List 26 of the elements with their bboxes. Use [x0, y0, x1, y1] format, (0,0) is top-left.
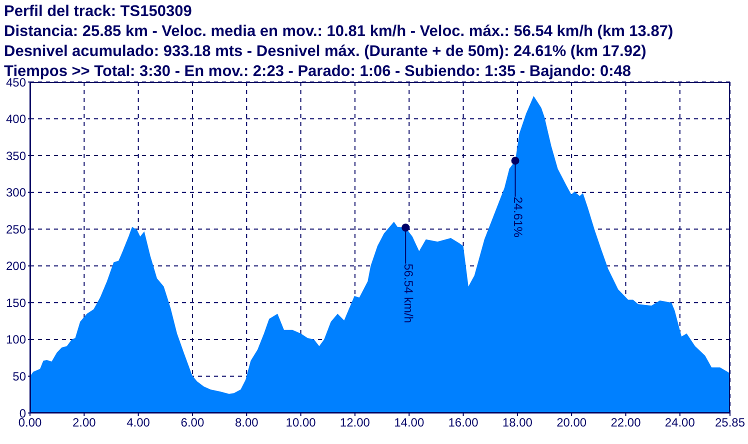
x-tick-label: 18.00	[502, 416, 533, 430]
y-tick-label: 50	[12, 369, 26, 384]
annotation: 24.61%	[511, 196, 526, 238]
x-tick-label: 6.00	[180, 416, 204, 430]
x-tick-label: 10.00	[286, 416, 316, 430]
x-tick-label: 22.00	[610, 416, 642, 430]
y-tick-label: 100	[6, 332, 26, 347]
text: Desnivel acumulado: 933.18 mts - Desnivel máx. (Durante + de 50m): 24.61% (km 17.92)	[4, 42, 648, 62]
y-tick-label: 300	[6, 186, 26, 200]
y-tick-label: 350	[6, 148, 26, 163]
y-tick-label: 200	[6, 259, 26, 274]
x-tick-label: 25.85	[714, 416, 746, 430]
x-tick-label: 12.00	[340, 416, 370, 430]
x-tick-label: 24.00	[664, 416, 696, 430]
x-tick-label: 16.00	[448, 416, 479, 430]
y-tick-label: 400	[6, 112, 26, 126]
chart-title: Perfil del track: TS150309	[4, 2, 193, 22]
x-tick-label: 14.00	[394, 416, 424, 430]
text: Distancia: 25.85 km - Veloc. media en mov.: 10.81 km/h - Veloc. máx.: 56.54 km/h (km 13.87)	[4, 22, 674, 42]
x-tick-label: 20.00	[556, 416, 587, 430]
y-tick-label: 150	[6, 296, 26, 310]
x-tick-label: 4.00	[126, 416, 150, 430]
x-tick-label: 2.00	[72, 416, 96, 430]
y-tick-label: 250	[6, 222, 26, 236]
x-tick-label: 8.00	[234, 416, 259, 430]
annotation: 56.54 km/h	[401, 264, 416, 324]
